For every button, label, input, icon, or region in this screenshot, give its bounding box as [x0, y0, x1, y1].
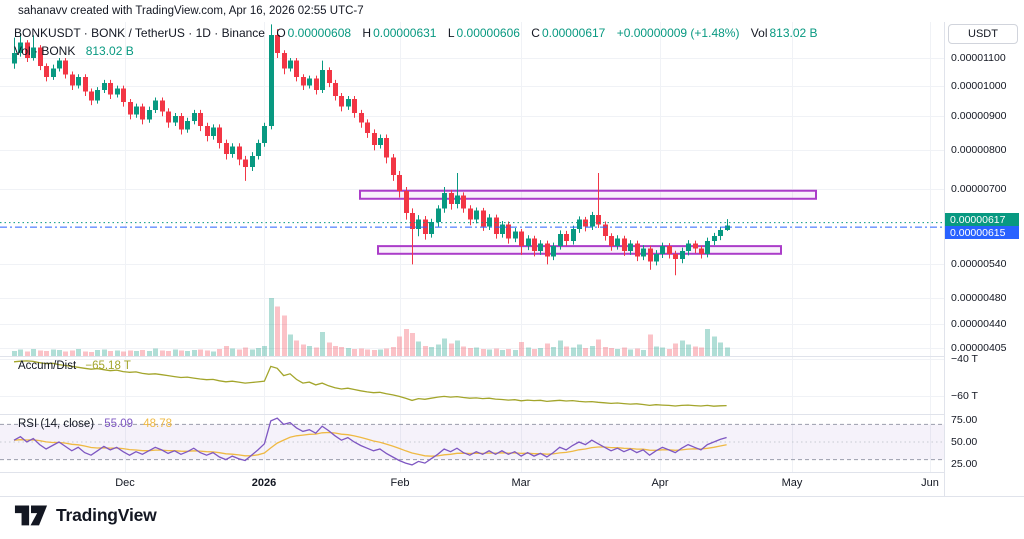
symbol-title[interactable]: BONKUSDT · BONK / TetherUS · 1D · Binanc…: [14, 26, 265, 40]
time-axis-label: Dec: [115, 477, 135, 489]
price-axis-label: 0.00000405: [951, 341, 1007, 354]
time-axis-label: May: [781, 477, 803, 489]
accum-dist-axis-label: −40 T: [951, 353, 978, 365]
volume-bars: [12, 298, 730, 356]
accum-dist-line: [13, 360, 727, 407]
close-label: C: [531, 26, 540, 40]
rsi-axis-label: 75.00: [951, 414, 978, 426]
price-axis-label: 0.00000440: [951, 317, 1007, 330]
price-lines: [0, 222, 944, 228]
open-value: 0.00000608: [287, 26, 352, 40]
time-axis-label: Apr: [651, 477, 669, 489]
price-axis-label: 0.00001100: [951, 52, 1006, 64]
volume-label: Vol: [750, 26, 768, 40]
level-price-badge: 0.00000615: [945, 226, 1019, 240]
high-label: H: [362, 26, 372, 40]
volume-legend: Vol · BONK 813.02 B: [14, 44, 134, 58]
time-axis-label: Mar: [511, 477, 531, 489]
rsi-axis-label: 25.00: [951, 458, 978, 470]
tradingview-logo-text[interactable]: TradingView: [56, 504, 157, 525]
price-axis-label: 0.00000700: [951, 183, 1007, 196]
grid-lines: [0, 22, 944, 472]
rsi-axis-label: 50.00: [951, 436, 978, 448]
price-axis-label: 0.00001000: [951, 79, 1007, 92]
accum-dist-value: −65.18 T: [85, 360, 131, 372]
time-axis[interactable]: Dec 2026 Feb Mar Apr May Jun: [0, 473, 944, 496]
open-label: O: [276, 26, 286, 40]
low-label: L: [447, 26, 455, 40]
symbol-legend: BONKUSDT · BONK / TetherUS · 1D · Binanc…: [14, 26, 818, 40]
candlesticks: [12, 24, 730, 276]
rsi-value: 55.09: [104, 418, 134, 430]
pane-separators: [0, 22, 1024, 497]
current-price-badge: 0.00000617: [945, 213, 1019, 227]
watermark-attribution: sahanavv created with TradingView.com, A…: [18, 5, 364, 17]
change-value: +0.00000009 (+1.48%): [616, 26, 740, 40]
rsi-legend: RSI (14, close) 55.09 48.78: [18, 418, 172, 430]
volume-indicator-value: 813.02 B: [85, 44, 134, 58]
footer-branding: TradingView: [14, 501, 157, 529]
price-axis-label: 0.00000900: [951, 110, 1007, 123]
currency-button[interactable]: USDT: [948, 24, 1018, 44]
volume-value: 813.02 B: [769, 26, 818, 40]
rsi-ma-value: 48.78: [143, 418, 173, 430]
rsi-title[interactable]: RSI (14, close): [18, 418, 95, 430]
accum-dist-axis-label: −60 T: [951, 390, 978, 402]
price-axis[interactable]: USDT 0.00001100 0.00001000 0.00000900 0.000…: [945, 0, 1024, 496]
accum-dist-legend: Accum/Dist −65.18 T: [18, 360, 131, 372]
volume-indicator-title[interactable]: Vol · BONK: [14, 44, 76, 58]
close-value: 0.00000617: [541, 26, 606, 40]
accum-dist-title[interactable]: Accum/Dist: [18, 360, 77, 372]
time-axis-label: 2026: [251, 477, 277, 489]
rsi-lines: [13, 417, 727, 466]
low-value: 0.00000606: [456, 26, 520, 40]
time-axis-label: Feb: [390, 477, 410, 489]
price-channel-boxes: [359, 189, 817, 255]
price-axis-label: 0.00000800: [951, 144, 1007, 157]
time-axis-label: Jun: [921, 477, 939, 489]
price-axis-label: 0.00000480: [951, 292, 1007, 305]
tradingview-logo-icon[interactable]: [14, 501, 48, 529]
high-value: 0.00000631: [373, 26, 437, 40]
price-axis-label: 0.00000540: [951, 258, 1007, 271]
